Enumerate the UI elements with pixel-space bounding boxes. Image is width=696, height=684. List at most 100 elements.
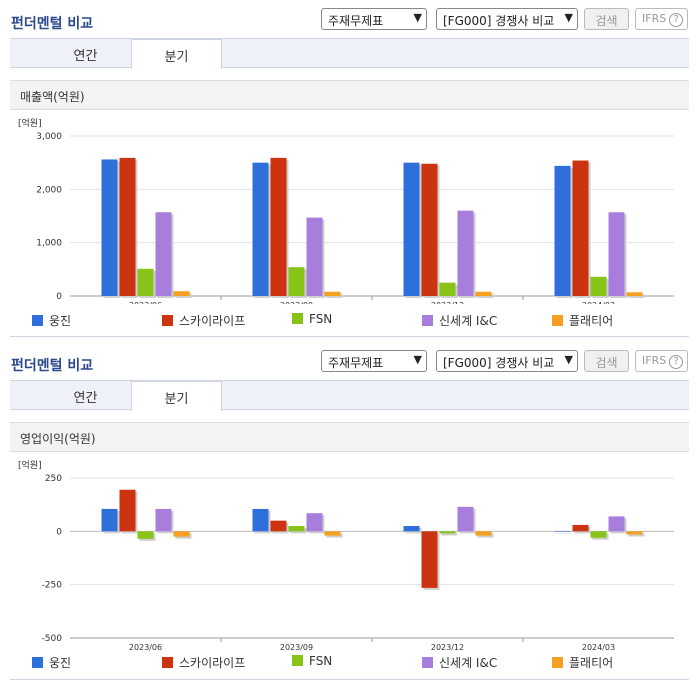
legend-item-platier[interactable]: 플래티어 (552, 312, 613, 329)
legend-swatch (552, 657, 563, 668)
bar[interactable] (457, 210, 474, 296)
metric-header: 영업이익(억원) (10, 422, 689, 452)
bar[interactable] (421, 531, 438, 588)
bar[interactable] (626, 531, 643, 535)
legend-item-skylife[interactable]: 스카이라이프 (162, 654, 245, 671)
x-tick-label: 2023/09 (280, 643, 313, 652)
ifrs-button[interactable]: IFRS? (635, 8, 688, 30)
search-button[interactable]: 검색 (584, 350, 629, 372)
legend-item-woongjin[interactable]: 웅진 (32, 654, 71, 671)
bar[interactable] (439, 531, 456, 534)
operating-profit-chart: [억원] -500 -250 0 250 2023/06 2023/09 2023/12 202… (10, 456, 689, 656)
y-tick-label: 250 (45, 474, 62, 484)
bar[interactable] (288, 267, 305, 296)
panel-operating-profit: 펀더멘털 비교 주재무제표 ▼ [FG000] 경쟁사 비교 ▼ 검색 IFRS… (0, 342, 696, 684)
y-tick-label: 0 (56, 292, 62, 302)
bar[interactable] (590, 531, 607, 538)
bar[interactable] (101, 508, 118, 532)
tab-annual[interactable]: 연간 (73, 49, 98, 64)
help-icon: ? (669, 13, 684, 27)
bar[interactable] (270, 520, 287, 532)
bar[interactable] (608, 516, 625, 532)
sales-chart: [억원] 0 1,000 2,000 3,000 2023/06 2023/09 2023/1… (10, 114, 689, 310)
bar[interactable] (421, 163, 438, 296)
bar[interactable] (572, 524, 589, 532)
bar[interactable] (252, 162, 269, 296)
tab-annual[interactable]: 연간 (73, 391, 98, 406)
legend: 웅진 스카이라이프 FSN 신세계 I&C 플래티어 (10, 654, 689, 672)
bar-shadow (556, 533, 573, 534)
peer-select-value: [FG000] 경쟁사 비교 (443, 14, 555, 28)
panel-title: 펀더멘털 비교 (11, 358, 94, 374)
bar[interactable] (554, 165, 571, 296)
bar[interactable] (155, 508, 172, 532)
peer-select[interactable]: [FG000] 경쟁사 비교 ▼ (436, 8, 578, 30)
x-tick-label: 2024/03 (582, 643, 615, 652)
bar[interactable] (626, 292, 643, 296)
metric-header: 매출액(억원) (10, 80, 689, 110)
legend-item-shinsegae[interactable]: 신세계 I&C (422, 312, 497, 329)
bar[interactable] (324, 291, 341, 296)
legend-item-fsn[interactable]: FSN (292, 654, 332, 668)
bar[interactable] (155, 212, 172, 296)
bar[interactable] (608, 212, 625, 296)
x-tick-label: 2023/09 (280, 301, 313, 304)
y-tick-label: 1,000 (36, 239, 62, 249)
legend-label: 신세계 I&C (439, 314, 498, 328)
ifrs-button[interactable]: IFRS? (635, 350, 688, 372)
statement-select-value: 주재무제표 (328, 356, 384, 370)
y-tick-label: 0 (56, 527, 62, 537)
chevron-down-icon: ▼ (413, 353, 422, 366)
bar[interactable] (270, 157, 287, 296)
bar[interactable] (306, 513, 323, 532)
y-tick-label: 3,000 (36, 132, 62, 142)
bar[interactable] (475, 531, 492, 536)
bar[interactable] (119, 489, 136, 532)
bar[interactable] (590, 276, 607, 296)
legend-item-fsn[interactable]: FSN (292, 312, 332, 326)
statement-select[interactable]: 주재무제표 ▼ (321, 350, 427, 372)
bar[interactable] (403, 162, 420, 296)
bar[interactable] (306, 217, 323, 296)
legend-item-platier[interactable]: 플래티어 (552, 654, 613, 671)
statement-select[interactable]: 주재무제표 ▼ (321, 8, 427, 30)
x-tick-label: 2023/12 (431, 301, 464, 304)
legend-label: 플래티어 (569, 314, 614, 328)
operating-profit-chart-svg: [억원] -500 -250 0 250 2023/06 2023/09 2023/12 202… (18, 459, 674, 652)
legend-swatch (422, 315, 433, 326)
legend-label: 웅진 (49, 314, 72, 328)
legend: 웅진 스카이라이프 FSN 신세계 I&C 플래티어 (10, 312, 689, 330)
bar[interactable] (119, 157, 136, 296)
bar-shadow (628, 294, 645, 298)
tab-quarterly[interactable]: 분기 (131, 381, 222, 411)
x-tick-label: 2023/12 (431, 643, 464, 652)
bar[interactable] (439, 282, 456, 296)
bar[interactable] (173, 531, 190, 537)
bar[interactable] (324, 531, 341, 536)
legend-swatch (292, 313, 303, 324)
bar[interactable] (554, 531, 571, 532)
bar[interactable] (572, 160, 589, 296)
bar[interactable] (475, 291, 492, 296)
y-tick-label: -500 (42, 634, 63, 644)
bar[interactable] (252, 508, 269, 532)
legend-label: 스카이라이프 (179, 314, 246, 328)
bar[interactable] (457, 506, 474, 532)
panel-title: 펀더멘털 비교 (11, 16, 94, 32)
legend-label: 플래티어 (569, 656, 614, 670)
legend-item-woongjin[interactable]: 웅진 (32, 312, 71, 329)
bar[interactable] (137, 531, 154, 539)
search-button[interactable]: 검색 (584, 8, 629, 30)
bar[interactable] (403, 526, 420, 532)
peer-select[interactable]: [FG000] 경쟁사 비교 ▼ (436, 350, 578, 372)
divider (10, 679, 689, 680)
bar[interactable] (173, 291, 190, 296)
bar-shadow (441, 533, 458, 536)
tab-quarterly[interactable]: 분기 (131, 39, 222, 69)
bar[interactable] (288, 526, 305, 532)
legend-item-skylife[interactable]: 스카이라이프 (162, 312, 245, 329)
bar[interactable] (137, 268, 154, 296)
bar[interactable] (101, 159, 118, 296)
legend-label: 웅진 (49, 656, 72, 670)
legend-item-shinsegae[interactable]: 신세계 I&C (422, 654, 497, 671)
